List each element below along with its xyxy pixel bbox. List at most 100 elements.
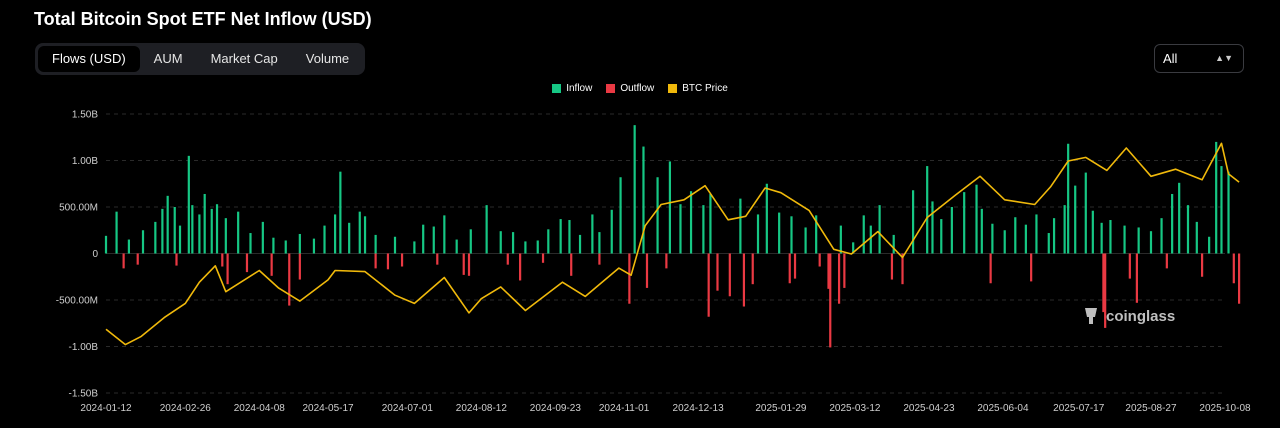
- inflow-bar: [1215, 141, 1218, 254]
- inflow-bar: [689, 191, 693, 254]
- inflow-bar: [215, 204, 219, 254]
- chart-title: Total Bitcoin Spot ETF Net Inflow (USD): [34, 9, 372, 29]
- inflow-bar: [237, 211, 240, 254]
- outflow-bar: [1232, 253, 1235, 284]
- inflow-bar: [524, 241, 527, 254]
- outflow-bar: [707, 253, 710, 317]
- y-tick-label: -1.00B: [69, 342, 99, 353]
- x-tick-label: 2024-05-17: [302, 403, 354, 414]
- range-select-value: All: [1163, 51, 1178, 66]
- inflow-bar: [1014, 217, 1017, 254]
- y-tick-label: 0: [92, 249, 98, 260]
- inflow-bar: [1100, 222, 1103, 254]
- outflow-bar: [400, 253, 404, 267]
- inflow-bar: [815, 215, 818, 254]
- x-tick-label: 2024-12-13: [673, 403, 725, 414]
- outflow-bar: [270, 253, 273, 276]
- inflow-bar: [422, 224, 425, 254]
- outflow-bar: [716, 253, 719, 291]
- tab-market-cap[interactable]: Market Cap: [210, 51, 278, 66]
- x-tick-label: 2024-01-12: [80, 403, 132, 414]
- inflow-bar: [178, 225, 182, 254]
- outflow-bar: [788, 253, 791, 284]
- x-tick-label: 2025-04-23: [903, 403, 955, 414]
- x-tick-label: 2024-11-01: [599, 403, 650, 414]
- inflow-bar: [339, 171, 342, 254]
- inflow-bar: [469, 229, 472, 254]
- inflow-bar: [312, 238, 316, 254]
- outflow-bar: [298, 253, 301, 280]
- inflow-bar: [1067, 143, 1070, 254]
- inflow-bar: [115, 211, 118, 254]
- y-tick-label: 500.00M: [59, 203, 98, 214]
- inflow-bar: [980, 208, 983, 254]
- outflow-bar: [598, 253, 601, 265]
- btc-price-swatch: [668, 84, 678, 93]
- inflow-bar: [154, 221, 157, 254]
- inflow-bar: [668, 161, 672, 254]
- inflow-bar: [804, 227, 807, 254]
- inflow-bar: [756, 214, 760, 254]
- x-tick-label: 2024-07-01: [382, 403, 434, 414]
- inflow-bar: [485, 205, 488, 254]
- inflow-bar: [1091, 210, 1094, 254]
- inflow-bar: [1171, 193, 1174, 254]
- inflow-bar: [790, 216, 793, 254]
- tab-flows-usd[interactable]: Flows (USD): [38, 46, 140, 72]
- inflow-bar: [950, 207, 953, 254]
- inflow-bar: [191, 205, 194, 254]
- outflow-bar: [175, 253, 178, 266]
- inflow-bar: [778, 212, 781, 254]
- inflow-bar: [261, 221, 264, 254]
- x-tick-label: 2025-10-08: [1199, 403, 1251, 414]
- outflow-bar: [226, 253, 229, 285]
- x-tick-label: 2024-02-26: [160, 403, 212, 414]
- x-tick-label: 2025-06-04: [977, 403, 1029, 414]
- inflow-bar: [926, 166, 929, 254]
- inflow-bar: [1186, 205, 1190, 254]
- inflow-bar: [739, 198, 742, 254]
- inflow-bar: [1208, 236, 1211, 254]
- inflow-bar: [1074, 185, 1077, 254]
- range-select[interactable]: All ▲▼: [1154, 44, 1244, 73]
- outflow-bar: [837, 253, 841, 304]
- inflow-bar: [272, 237, 275, 254]
- inflow-swatch: [552, 84, 562, 93]
- inflow-bar: [374, 234, 377, 254]
- outflow-bar: [221, 253, 224, 267]
- inflow-bar: [892, 234, 895, 254]
- inflow-bar: [869, 225, 872, 254]
- outflow-bar: [1200, 253, 1204, 277]
- outflow-bar: [245, 253, 249, 273]
- outflow-bar: [506, 253, 509, 265]
- legend-item-inflow[interactable]: Inflow: [552, 83, 592, 94]
- inflow-bar: [511, 232, 515, 254]
- inflow-bar: [455, 239, 458, 254]
- inflow-bar: [940, 219, 943, 254]
- x-tick-label: 2024-04-08: [234, 403, 286, 414]
- outflow-bar: [122, 253, 125, 269]
- inflow-bar: [839, 225, 842, 254]
- outflow-bar: [989, 253, 992, 284]
- inflow-bar: [224, 218, 227, 254]
- inflow-bar: [1123, 225, 1126, 254]
- inflow-bar: [249, 233, 252, 254]
- coinglass-logo-icon: [1085, 308, 1097, 324]
- legend-item-btc-price[interactable]: BTC Price: [668, 83, 728, 94]
- outflow-bar: [843, 253, 846, 288]
- outflow-bar: [728, 253, 731, 297]
- inflow-bar: [203, 193, 206, 254]
- x-tick-label: 2025-03-12: [829, 403, 881, 414]
- tab-aum[interactable]: AUM: [153, 51, 183, 66]
- inflow-bar: [443, 215, 446, 254]
- x-tick-label: 2025-07-17: [1053, 403, 1105, 414]
- inflow-bar: [1160, 218, 1163, 254]
- legend-item-outflow[interactable]: Outflow: [606, 83, 654, 94]
- inflow-bar: [633, 125, 636, 254]
- outflow-bar: [890, 253, 894, 280]
- tab-volume[interactable]: Volume: [305, 51, 350, 66]
- inflow-bar: [709, 193, 712, 254]
- inflow-bar: [104, 235, 108, 254]
- outflow-bar: [467, 253, 471, 276]
